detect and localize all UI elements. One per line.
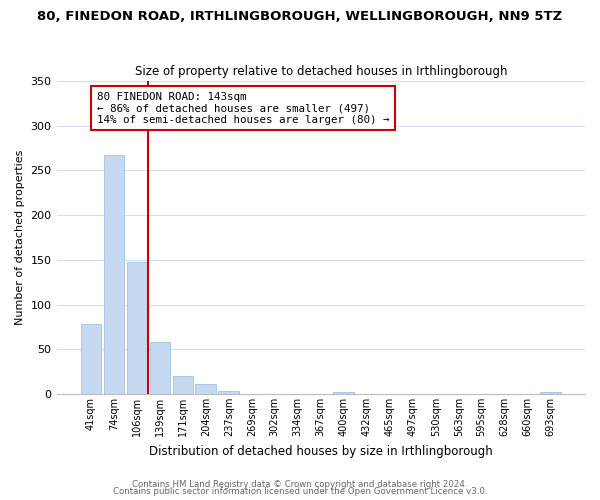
Text: 80 FINEDON ROAD: 143sqm
← 86% of detached houses are smaller (497)
14% of semi-d: 80 FINEDON ROAD: 143sqm ← 86% of detache…: [97, 92, 389, 125]
Y-axis label: Number of detached properties: Number of detached properties: [15, 150, 25, 325]
Bar: [540, 392, 561, 394]
Bar: [218, 392, 239, 394]
Bar: [104, 156, 124, 394]
Bar: [149, 342, 170, 394]
Title: Size of property relative to detached houses in Irthlingborough: Size of property relative to detached ho…: [134, 66, 507, 78]
Bar: [80, 324, 101, 394]
Bar: [127, 262, 147, 394]
Text: Contains HM Land Registry data © Crown copyright and database right 2024.: Contains HM Land Registry data © Crown c…: [132, 480, 468, 489]
X-axis label: Distribution of detached houses by size in Irthlingborough: Distribution of detached houses by size …: [149, 444, 493, 458]
Text: Contains public sector information licensed under the Open Government Licence v3: Contains public sector information licen…: [113, 488, 487, 496]
Bar: [196, 384, 216, 394]
Bar: [173, 376, 193, 394]
Bar: [334, 392, 354, 394]
Text: 80, FINEDON ROAD, IRTHLINGBOROUGH, WELLINGBOROUGH, NN9 5TZ: 80, FINEDON ROAD, IRTHLINGBOROUGH, WELLI…: [37, 10, 563, 23]
